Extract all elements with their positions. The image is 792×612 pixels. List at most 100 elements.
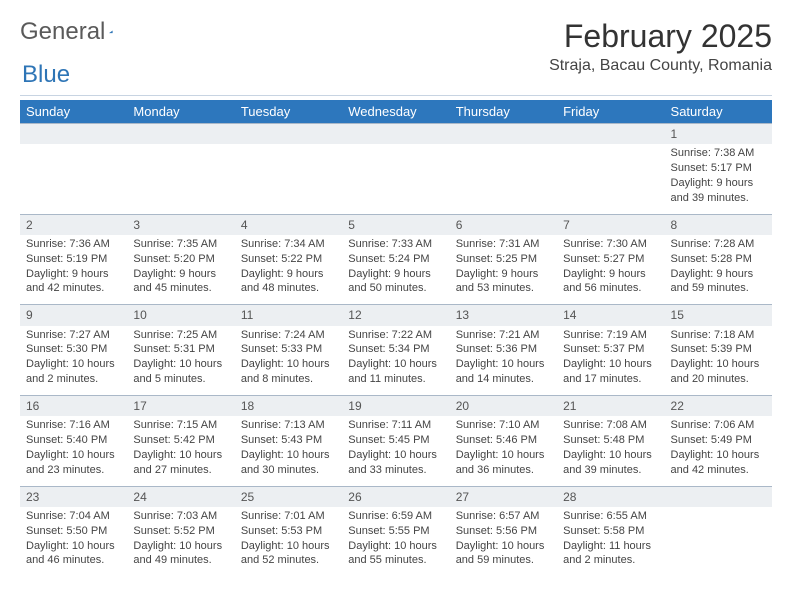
- sunset-text: Sunset: 5:28 PM: [671, 252, 766, 267]
- sunset-text: Sunset: 5:24 PM: [348, 252, 443, 267]
- day-info-cell: Sunrise: 7:16 AMSunset: 5:40 PMDaylight:…: [20, 416, 127, 486]
- weekday-header: Thursday: [450, 100, 557, 124]
- d2-text: and 33 minutes.: [348, 463, 443, 478]
- d2-text: and 49 minutes.: [133, 553, 228, 568]
- sunset-text: Sunset: 5:22 PM: [241, 252, 336, 267]
- day-number-cell: 9: [20, 305, 127, 326]
- day-number-cell: 17: [127, 396, 234, 417]
- d1-text: Daylight: 10 hours: [563, 357, 658, 372]
- d1-text: Daylight: 10 hours: [241, 539, 336, 554]
- day-number-cell: 15: [665, 305, 772, 326]
- d2-text: and 45 minutes.: [133, 281, 228, 296]
- d1-text: Daylight: 10 hours: [133, 357, 228, 372]
- day-number-cell: [20, 124, 127, 145]
- day-info-cell: Sunrise: 7:04 AMSunset: 5:50 PMDaylight:…: [20, 507, 127, 577]
- day-info-row: Sunrise: 7:36 AMSunset: 5:19 PMDaylight:…: [20, 235, 772, 305]
- day-number-cell: 14: [557, 305, 664, 326]
- day-info-cell: Sunrise: 7:25 AMSunset: 5:31 PMDaylight:…: [127, 326, 234, 396]
- logo: General: [20, 18, 131, 46]
- d1-text: Daylight: 10 hours: [241, 448, 336, 463]
- d1-text: Daylight: 9 hours: [348, 267, 443, 282]
- d1-text: Daylight: 10 hours: [671, 357, 766, 372]
- sunset-text: Sunset: 5:39 PM: [671, 342, 766, 357]
- day-info-cell: Sunrise: 7:38 AMSunset: 5:17 PMDaylight:…: [665, 144, 772, 214]
- sunset-text: Sunset: 5:19 PM: [26, 252, 121, 267]
- day-info-cell: Sunrise: 7:18 AMSunset: 5:39 PMDaylight:…: [665, 326, 772, 396]
- day-info-cell: Sunrise: 7:03 AMSunset: 5:52 PMDaylight:…: [127, 507, 234, 577]
- day-number-cell: [665, 486, 772, 507]
- sunset-text: Sunset: 5:48 PM: [563, 433, 658, 448]
- sunrise-text: Sunrise: 7:31 AM: [456, 237, 551, 252]
- d1-text: Daylight: 10 hours: [456, 357, 551, 372]
- day-info-cell: Sunrise: 7:06 AMSunset: 5:49 PMDaylight:…: [665, 416, 772, 486]
- weekday-header: Saturday: [665, 100, 772, 124]
- sunrise-text: Sunrise: 7:35 AM: [133, 237, 228, 252]
- sunrise-text: Sunrise: 7:25 AM: [133, 328, 228, 343]
- day-number-cell: 1: [665, 124, 772, 145]
- d2-text: and 23 minutes.: [26, 463, 121, 478]
- sunrise-text: Sunrise: 7:11 AM: [348, 418, 443, 433]
- d1-text: Daylight: 10 hours: [133, 448, 228, 463]
- day-info-cell: [557, 144, 664, 214]
- day-info-cell: Sunrise: 7:01 AMSunset: 5:53 PMDaylight:…: [235, 507, 342, 577]
- month-title: February 2025: [549, 18, 772, 55]
- d1-text: Daylight: 10 hours: [26, 539, 121, 554]
- day-info-cell: Sunrise: 6:57 AMSunset: 5:56 PMDaylight:…: [450, 507, 557, 577]
- day-number-cell: 27: [450, 486, 557, 507]
- d1-text: Daylight: 11 hours: [563, 539, 658, 554]
- day-number-cell: 20: [450, 396, 557, 417]
- d2-text: and 42 minutes.: [26, 281, 121, 296]
- sunrise-text: Sunrise: 6:55 AM: [563, 509, 658, 524]
- d1-text: Daylight: 9 hours: [26, 267, 121, 282]
- sunset-text: Sunset: 5:30 PM: [26, 342, 121, 357]
- day-info-cell: [127, 144, 234, 214]
- calendar-table: Sunday Monday Tuesday Wednesday Thursday…: [20, 100, 772, 577]
- d2-text: and 14 minutes.: [456, 372, 551, 387]
- day-info-cell: Sunrise: 7:28 AMSunset: 5:28 PMDaylight:…: [665, 235, 772, 305]
- day-info-cell: [450, 144, 557, 214]
- weekday-header-row: Sunday Monday Tuesday Wednesday Thursday…: [20, 100, 772, 124]
- d1-text: Daylight: 10 hours: [133, 539, 228, 554]
- sunset-text: Sunset: 5:43 PM: [241, 433, 336, 448]
- day-number-cell: [127, 124, 234, 145]
- day-number-cell: 4: [235, 214, 342, 235]
- day-number-cell: 13: [450, 305, 557, 326]
- day-number-cell: 5: [342, 214, 449, 235]
- day-info-cell: Sunrise: 7:10 AMSunset: 5:46 PMDaylight:…: [450, 416, 557, 486]
- sunrise-text: Sunrise: 7:34 AM: [241, 237, 336, 252]
- day-number-row: 9101112131415: [20, 305, 772, 326]
- d2-text: and 20 minutes.: [671, 372, 766, 387]
- sunrise-text: Sunrise: 7:06 AM: [671, 418, 766, 433]
- day-number-row: 232425262728: [20, 486, 772, 507]
- sunrise-text: Sunrise: 7:13 AM: [241, 418, 336, 433]
- d1-text: Daylight: 9 hours: [671, 267, 766, 282]
- day-info-cell: Sunrise: 7:33 AMSunset: 5:24 PMDaylight:…: [342, 235, 449, 305]
- weekday-header: Friday: [557, 100, 664, 124]
- d1-text: Daylight: 10 hours: [456, 448, 551, 463]
- sunrise-text: Sunrise: 6:59 AM: [348, 509, 443, 524]
- d2-text: and 56 minutes.: [563, 281, 658, 296]
- d2-text: and 30 minutes.: [241, 463, 336, 478]
- day-number-cell: 22: [665, 396, 772, 417]
- sunset-text: Sunset: 5:27 PM: [563, 252, 658, 267]
- day-info-cell: Sunrise: 7:31 AMSunset: 5:25 PMDaylight:…: [450, 235, 557, 305]
- day-number-cell: 16: [20, 396, 127, 417]
- day-info-cell: Sunrise: 7:13 AMSunset: 5:43 PMDaylight:…: [235, 416, 342, 486]
- weekday-header: Monday: [127, 100, 234, 124]
- day-info-cell: [20, 144, 127, 214]
- title-block: February 2025 Straja, Bacau County, Roma…: [549, 18, 772, 75]
- sunrise-text: Sunrise: 7:22 AM: [348, 328, 443, 343]
- sunset-text: Sunset: 5:46 PM: [456, 433, 551, 448]
- day-number-row: 16171819202122: [20, 396, 772, 417]
- logo-text-general: General: [20, 18, 105, 46]
- d1-text: Daylight: 10 hours: [671, 448, 766, 463]
- sunrise-text: Sunrise: 7:28 AM: [671, 237, 766, 252]
- sunrise-text: Sunrise: 7:01 AM: [241, 509, 336, 524]
- day-number-cell: 18: [235, 396, 342, 417]
- day-info-row: Sunrise: 7:38 AMSunset: 5:17 PMDaylight:…: [20, 144, 772, 214]
- sunrise-text: Sunrise: 7:21 AM: [456, 328, 551, 343]
- sunset-text: Sunset: 5:20 PM: [133, 252, 228, 267]
- d2-text: and 59 minutes.: [671, 281, 766, 296]
- sunrise-text: Sunrise: 7:10 AM: [456, 418, 551, 433]
- d2-text: and 8 minutes.: [241, 372, 336, 387]
